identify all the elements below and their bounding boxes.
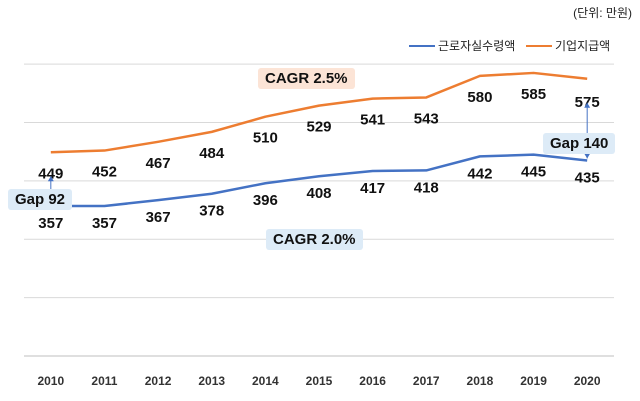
x-tick-label: 2020 (574, 374, 601, 388)
data-label: 408 (306, 185, 331, 202)
x-tick-label: 2014 (252, 374, 279, 388)
data-label: 585 (521, 86, 546, 103)
data-label: 378 (199, 203, 224, 220)
x-tick-label: 2017 (413, 374, 440, 388)
gap-start-callout: Gap 92 (8, 189, 73, 210)
legend-swatch-blue (409, 44, 435, 47)
gap-end-arrow-head-top (584, 102, 591, 108)
gap-end-arrow-head-bottom (584, 153, 591, 159)
x-tick-label: 2012 (145, 374, 172, 388)
data-label: 575 (575, 94, 600, 111)
gap-start-arrow-head-top (47, 176, 54, 182)
data-label: 529 (306, 119, 331, 136)
data-label: 435 (575, 169, 600, 186)
data-label: 467 (146, 155, 171, 172)
series-line-worker (50, 153, 588, 208)
data-label: 357 (38, 215, 63, 232)
cagr-orange-callout: CAGR 2.5% (258, 68, 355, 89)
legend-item-worker: 근로자실수령액 (409, 37, 515, 54)
legend-label-company: 기업지급액 (555, 39, 611, 53)
legend-item-company: 기업지급액 (526, 37, 610, 54)
x-tick-label: 2016 (359, 374, 386, 388)
x-tick-label: 2019 (520, 374, 547, 388)
cagr-blue-callout: CAGR 2.0% (266, 229, 363, 250)
data-label: 543 (414, 110, 439, 127)
data-label: 541 (360, 112, 385, 129)
data-label: 417 (360, 180, 385, 197)
x-tick-label: 2013 (198, 374, 225, 388)
data-label: 367 (146, 209, 171, 226)
data-label: 449 (38, 165, 63, 182)
data-label: 357 (92, 215, 117, 232)
legend-swatch-orange (526, 44, 552, 47)
series-line-company (50, 71, 588, 154)
data-label: 396 (253, 192, 278, 209)
data-label: 580 (467, 89, 492, 106)
unit-note: (단위: 만원) (573, 6, 632, 20)
data-label: 484 (199, 145, 225, 162)
x-tick-label: 2011 (91, 374, 117, 388)
x-tick-label: 2015 (306, 374, 333, 388)
x-tick-label: 2018 (467, 374, 494, 388)
data-label: 445 (521, 164, 546, 181)
data-label: 442 (467, 165, 492, 182)
data-label: 510 (253, 130, 278, 147)
data-label: 418 (414, 179, 439, 196)
gap-end-callout: Gap 140 (543, 133, 616, 154)
data-label: 452 (92, 164, 117, 181)
x-tick-label: 2010 (37, 374, 64, 388)
legend-label-worker: 근로자실수령액 (438, 39, 516, 53)
